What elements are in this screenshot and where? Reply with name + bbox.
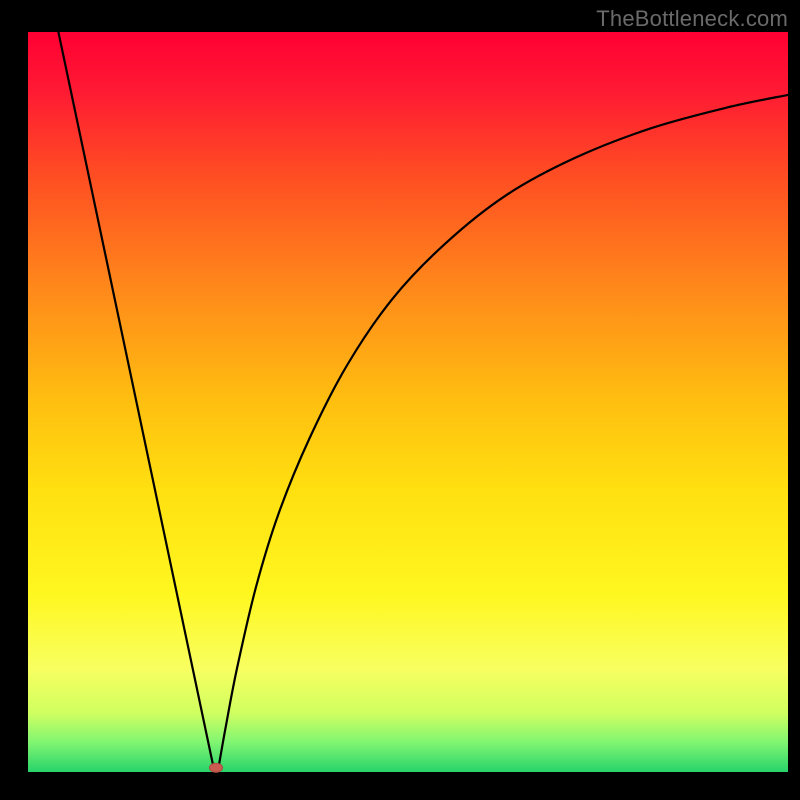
curve-layer bbox=[28, 32, 788, 772]
plot-area bbox=[28, 32, 788, 772]
curve-right-branch bbox=[218, 95, 788, 771]
chart-frame: TheBottleneck.com bbox=[0, 0, 800, 800]
curve-left-branch bbox=[58, 32, 214, 771]
minimum-marker bbox=[209, 762, 223, 773]
watermark-text: TheBottleneck.com bbox=[596, 6, 788, 32]
